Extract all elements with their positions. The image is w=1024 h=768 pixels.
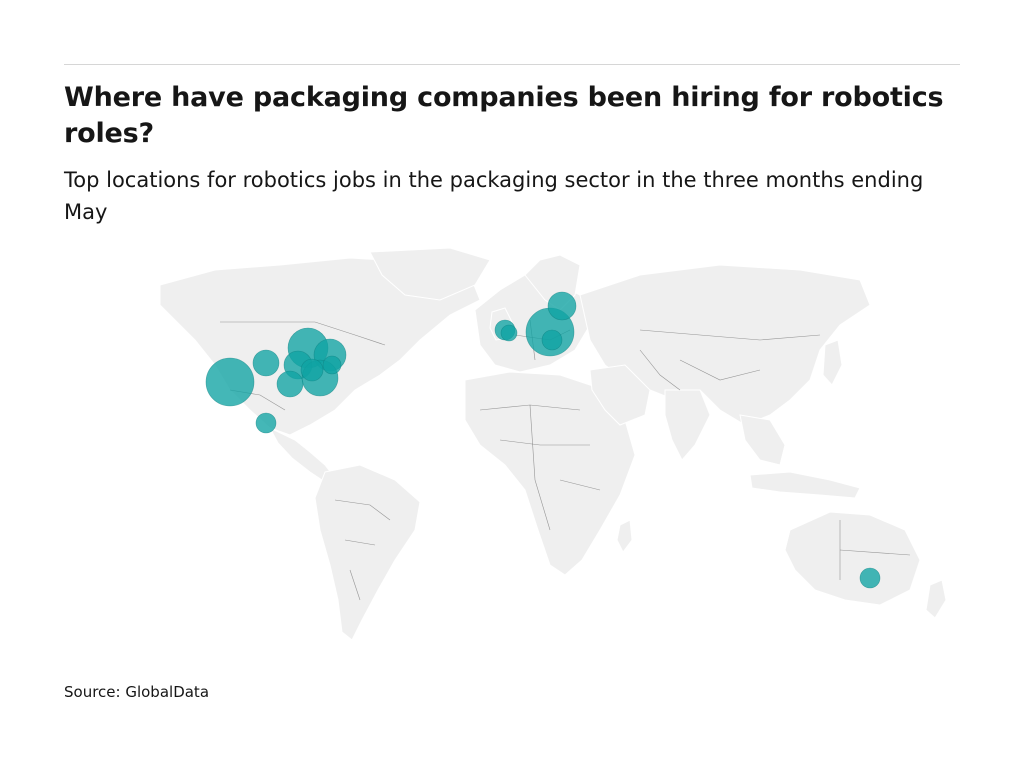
border-asia-2: [679, 359, 761, 381]
bubble-us-mountain: [252, 349, 280, 377]
border-south-america-1: [334, 499, 391, 521]
land-australia: [784, 511, 921, 606]
land-africa: [464, 371, 636, 576]
chart-subtitle: Top locations for robotics jobs in the p…: [64, 168, 924, 224]
border-asia-1: [639, 329, 821, 341]
land-new-zealand: [925, 579, 947, 619]
border-africa-3: [529, 404, 551, 531]
bubble-uk-2: [500, 324, 518, 342]
border-asia-3: [639, 349, 681, 391]
bubble-mexico: [255, 412, 277, 434]
bubble-central-europe: [541, 329, 563, 351]
chart-title: Where have packaging companies been hiri…: [64, 82, 944, 149]
top-divider: [64, 64, 960, 65]
border-us-canada: [220, 321, 386, 346]
land-south-america: [314, 464, 421, 641]
bubble-australia: [859, 567, 881, 589]
land-middle-east: [589, 364, 651, 426]
border-africa-4: [559, 479, 601, 491]
border-south-america-3: [349, 569, 361, 601]
country-borders: [220, 319, 911, 601]
land-japan: [822, 339, 843, 386]
bubble-poland: [547, 291, 577, 321]
bubble-us-pennsylvania: [322, 355, 342, 375]
land-southeast-asia: [739, 414, 786, 466]
source-note: Source: GlobalData: [64, 683, 210, 701]
bubble-us-west-coast: [205, 357, 255, 407]
land-indonesia: [749, 471, 861, 499]
land-greenland: [369, 247, 491, 301]
border-australia-2: [839, 549, 911, 556]
world-map: [120, 240, 980, 650]
land-india: [664, 389, 711, 461]
border-africa-2: [499, 439, 590, 446]
land-madagascar: [616, 519, 633, 553]
bubble-us-south: [276, 370, 304, 398]
world-map-svg: [159, 247, 947, 641]
location-bubbles: [205, 291, 881, 589]
bubble-us-ohio: [300, 358, 324, 382]
border-south-america-2: [344, 539, 376, 546]
